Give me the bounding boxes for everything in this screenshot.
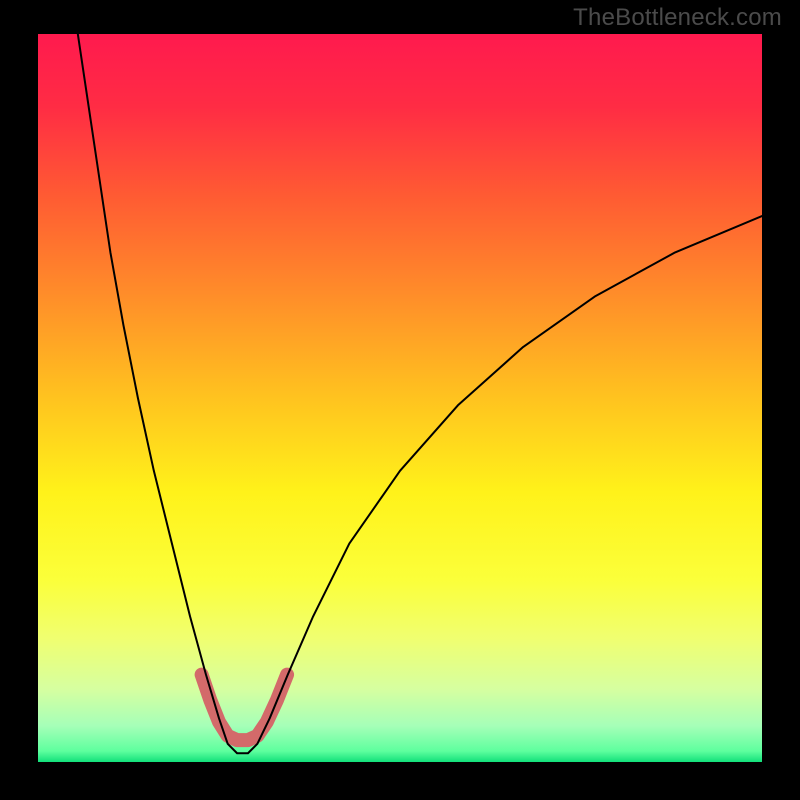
plot-area <box>38 34 762 762</box>
plot-svg <box>38 34 762 762</box>
watermark-text: TheBottleneck.com <box>573 4 782 32</box>
gradient-background <box>38 34 762 762</box>
chart-frame: TheBottleneck.com <box>0 0 800 800</box>
